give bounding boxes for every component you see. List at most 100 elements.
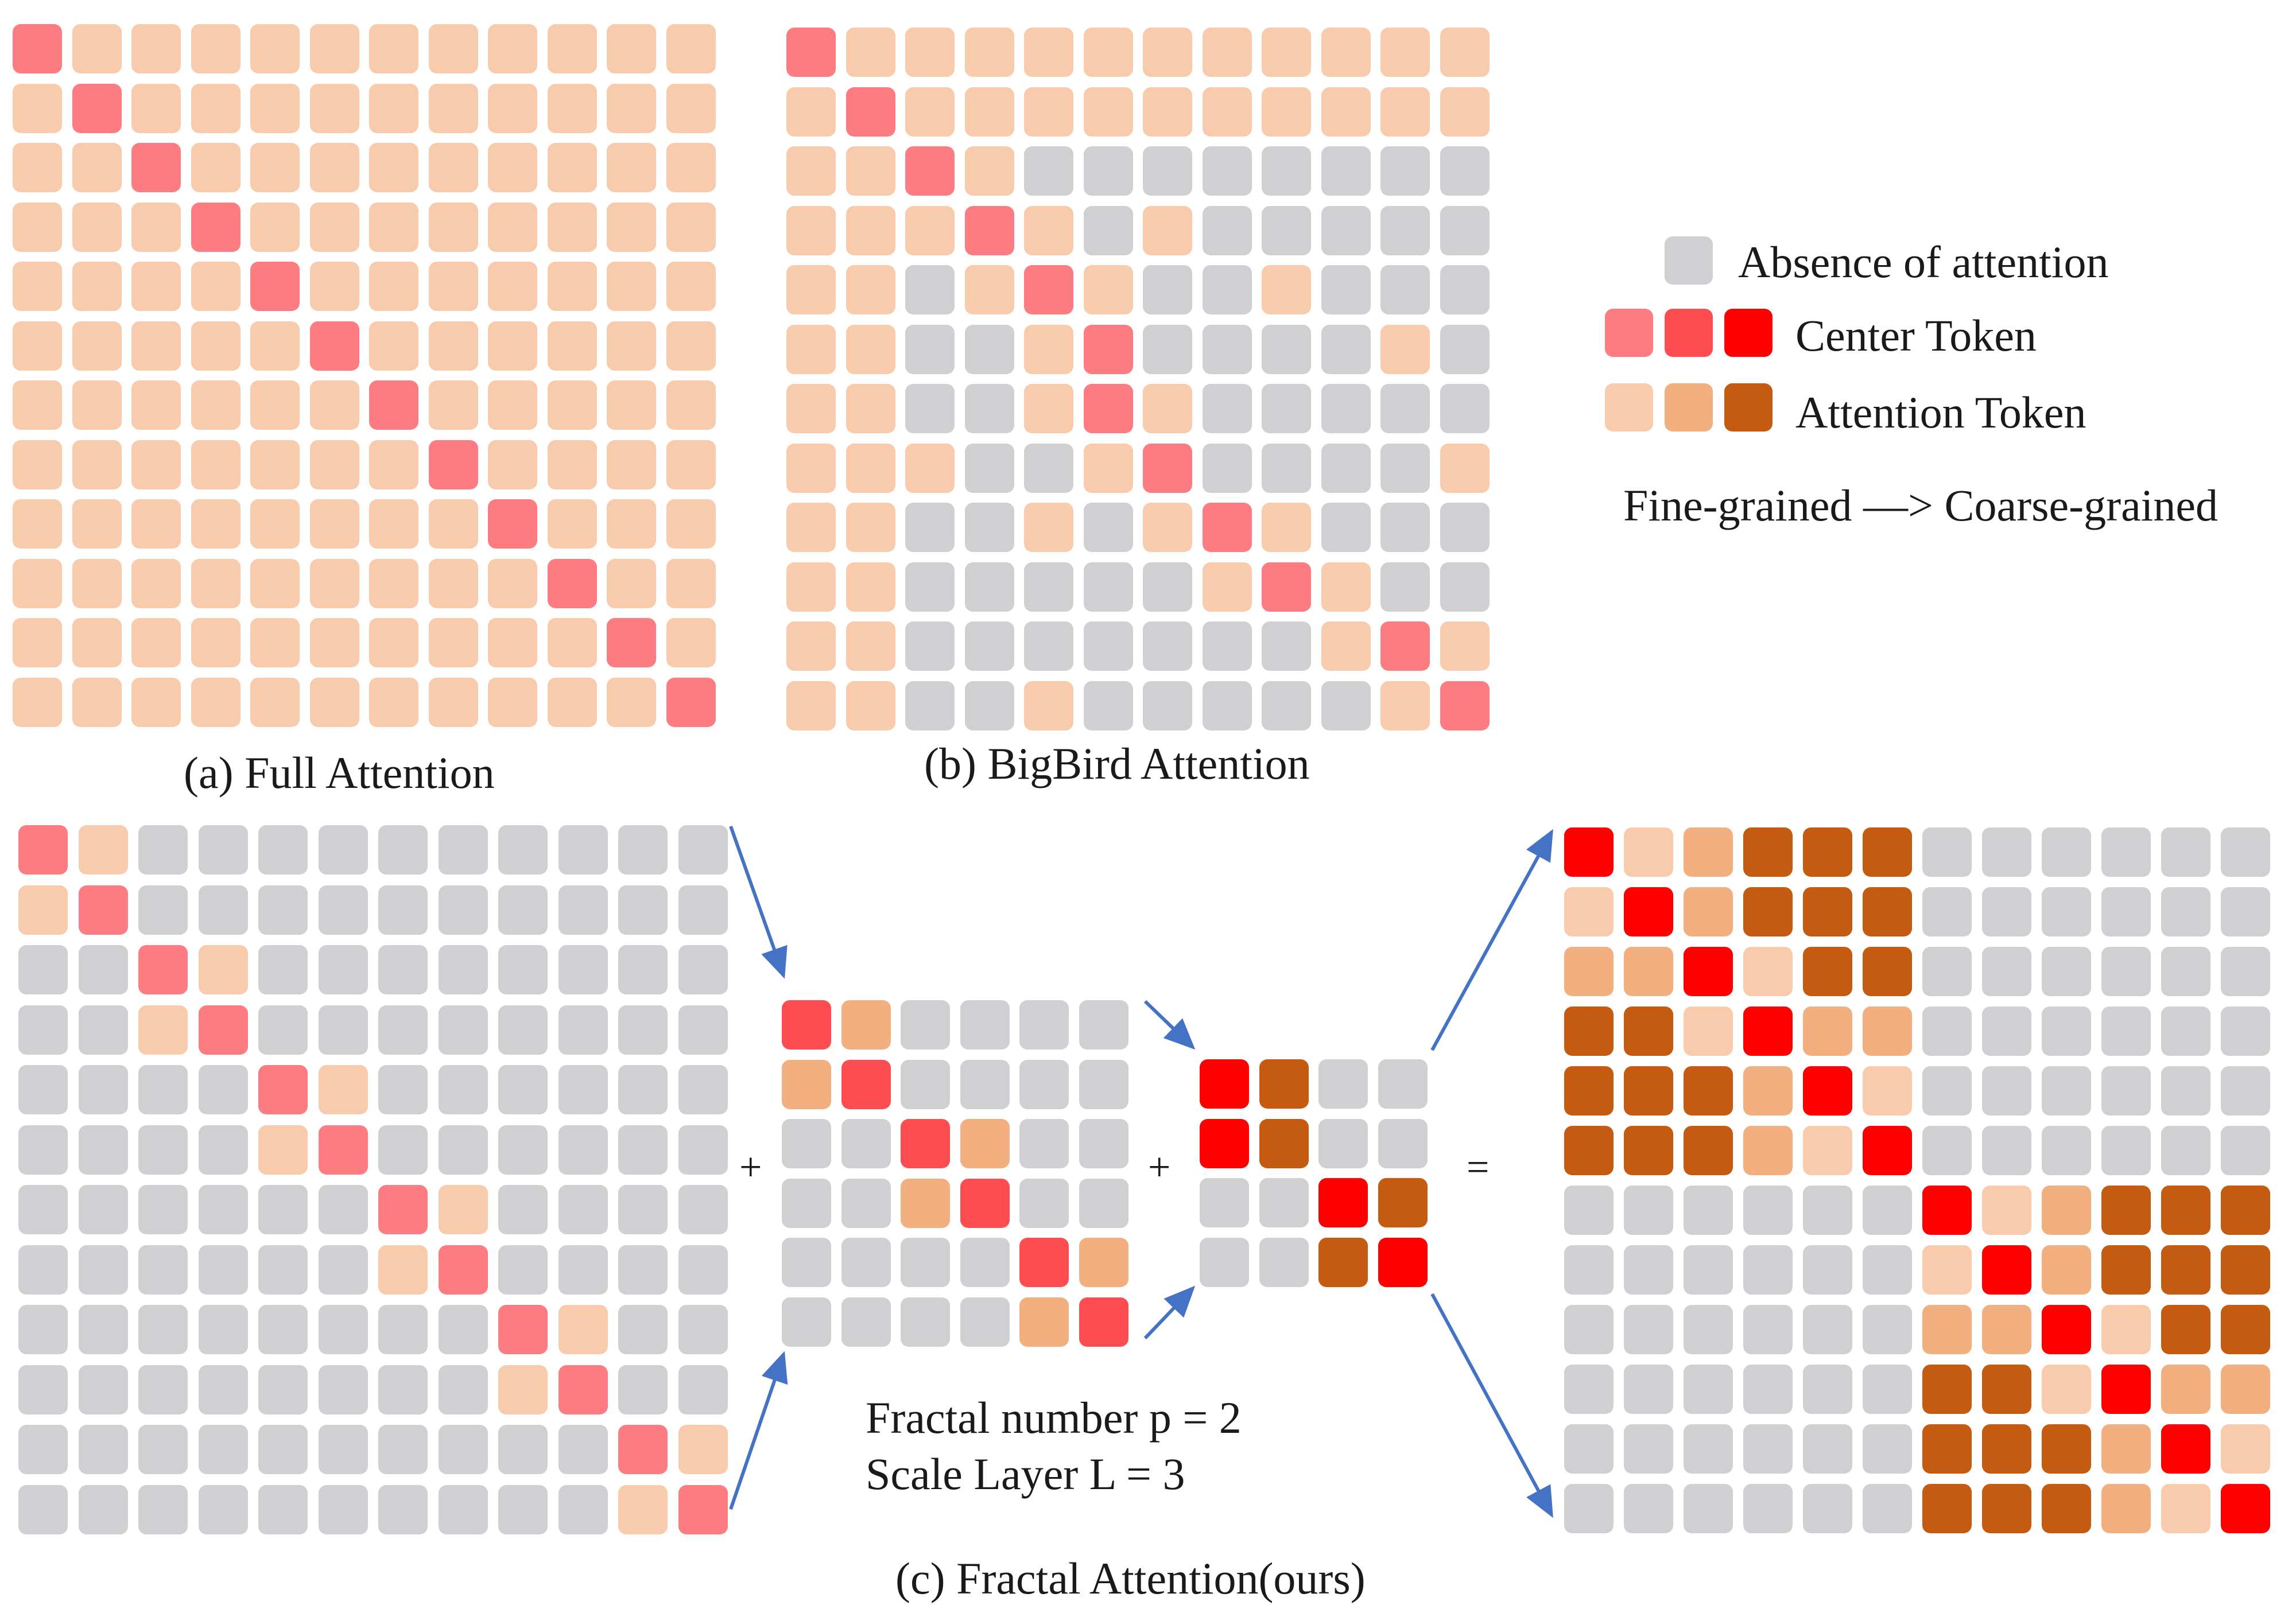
center-token-cell	[1863, 1126, 1912, 1175]
center-token-cell	[2101, 1365, 2151, 1414]
attention-token-cell	[1863, 1006, 1912, 1056]
attention-token-cell	[2042, 1484, 2091, 1533]
attention-token-cell	[428, 83, 478, 133]
empty-cell	[438, 1484, 488, 1534]
empty-cell	[964, 443, 1014, 493]
attention-token-cell	[1863, 887, 1912, 936]
empty-cell	[1922, 1006, 1972, 1056]
empty-cell	[841, 1178, 891, 1228]
empty-cell	[618, 1125, 668, 1175]
attention-token-cell	[250, 499, 300, 549]
empty-cell	[618, 1305, 668, 1354]
attention-token-cell	[960, 1119, 1010, 1168]
empty-cell	[618, 1245, 668, 1295]
attention-token-cell	[1143, 205, 1192, 255]
empty-cell	[2161, 827, 2210, 877]
attention-token-cell	[964, 28, 1014, 77]
empty-cell	[1982, 1126, 2031, 1175]
empty-cell	[498, 1425, 548, 1474]
empty-cell	[964, 681, 1014, 730]
attention-token-cell	[131, 499, 181, 549]
empty-cell	[678, 1245, 728, 1295]
attention-token-cell	[1743, 1126, 1793, 1175]
empty-cell	[1321, 146, 1371, 196]
attention-token-cell	[2161, 1365, 2210, 1414]
attention-token-cell	[191, 677, 241, 727]
attention-token-cell	[250, 618, 300, 667]
attention-token-cell	[547, 262, 597, 311]
center-token-cell	[131, 143, 181, 192]
attention-token-cell	[1143, 384, 1192, 433]
attention-token-cell	[2101, 1424, 2151, 1474]
attention-token-cell	[1624, 947, 1673, 996]
center-token-cell	[258, 1065, 308, 1114]
attention-token-cell	[428, 202, 478, 252]
attention-token-cell	[1083, 443, 1133, 493]
empty-cell	[1202, 681, 1252, 730]
empty-cell	[378, 1484, 428, 1534]
empty-cell	[1321, 324, 1371, 374]
attention-token-cell	[318, 1065, 368, 1114]
empty-cell	[1624, 1484, 1673, 1533]
empty-cell	[318, 1365, 368, 1414]
attention-token-cell	[786, 384, 836, 433]
empty-cell	[1024, 443, 1073, 493]
attention-token-cell	[428, 618, 478, 667]
empty-cell	[138, 1125, 188, 1175]
attention-token-cell	[1083, 265, 1133, 314]
attention-token-cell	[1803, 887, 1852, 936]
attention-token-cell	[72, 558, 122, 608]
empty-cell	[1982, 947, 2031, 996]
empty-cell	[1803, 1186, 1852, 1235]
attention-token-cell	[369, 262, 418, 311]
empty-cell	[1863, 1305, 1912, 1354]
empty-cell	[1440, 265, 1490, 314]
attention-token-cell	[666, 321, 716, 371]
empty-cell	[138, 1065, 188, 1114]
attention-token-cell	[438, 1185, 488, 1234]
center-token-cell	[138, 945, 188, 994]
empty-cell	[1079, 1059, 1128, 1109]
legend-absence-label: Absence of attention	[1738, 237, 2109, 287]
legend-attention-label: Attention Token	[1795, 387, 2086, 437]
center-token-cell	[666, 677, 716, 727]
attention-token-cell	[191, 24, 241, 73]
legend-center-swatch	[1665, 309, 1713, 357]
attention-token-cell	[191, 440, 241, 489]
attention-token-cell	[1143, 503, 1192, 552]
empty-cell	[558, 1005, 608, 1055]
attention-token-cell	[607, 143, 656, 192]
attention-token-cell	[1143, 28, 1192, 77]
attention-token-cell	[1202, 562, 1252, 612]
attention-token-cell	[309, 380, 359, 430]
empty-cell	[1202, 324, 1252, 374]
empty-cell	[1321, 443, 1371, 493]
attention-token-cell	[666, 558, 716, 608]
empty-cell	[18, 1125, 68, 1175]
empty-cell	[2101, 827, 2151, 877]
attention-token-cell	[1321, 87, 1371, 137]
empty-cell	[198, 1125, 248, 1175]
attention-token-cell	[369, 618, 418, 667]
center-token-cell	[378, 1185, 428, 1234]
attention-token-cell	[1440, 443, 1490, 493]
attention-token-cell	[1024, 205, 1073, 255]
attention-token-cell	[666, 499, 716, 549]
attention-token-cell	[786, 621, 836, 671]
empty-cell	[1202, 205, 1252, 255]
empty-cell	[1321, 503, 1371, 552]
attention-token-cell	[488, 24, 537, 73]
empty-cell	[1863, 1484, 1912, 1533]
empty-cell	[558, 885, 608, 935]
center-token-cell	[13, 24, 62, 73]
empty-cell	[1024, 621, 1073, 671]
attention-token-cell	[786, 443, 836, 493]
empty-cell	[618, 885, 668, 935]
empty-cell	[138, 1484, 188, 1534]
attention-token-cell	[547, 143, 597, 192]
empty-cell	[378, 885, 428, 935]
empty-cell	[1378, 1118, 1428, 1168]
attention-token-cell	[1321, 621, 1371, 671]
empty-cell	[1202, 384, 1252, 433]
empty-cell	[1922, 1126, 1972, 1175]
